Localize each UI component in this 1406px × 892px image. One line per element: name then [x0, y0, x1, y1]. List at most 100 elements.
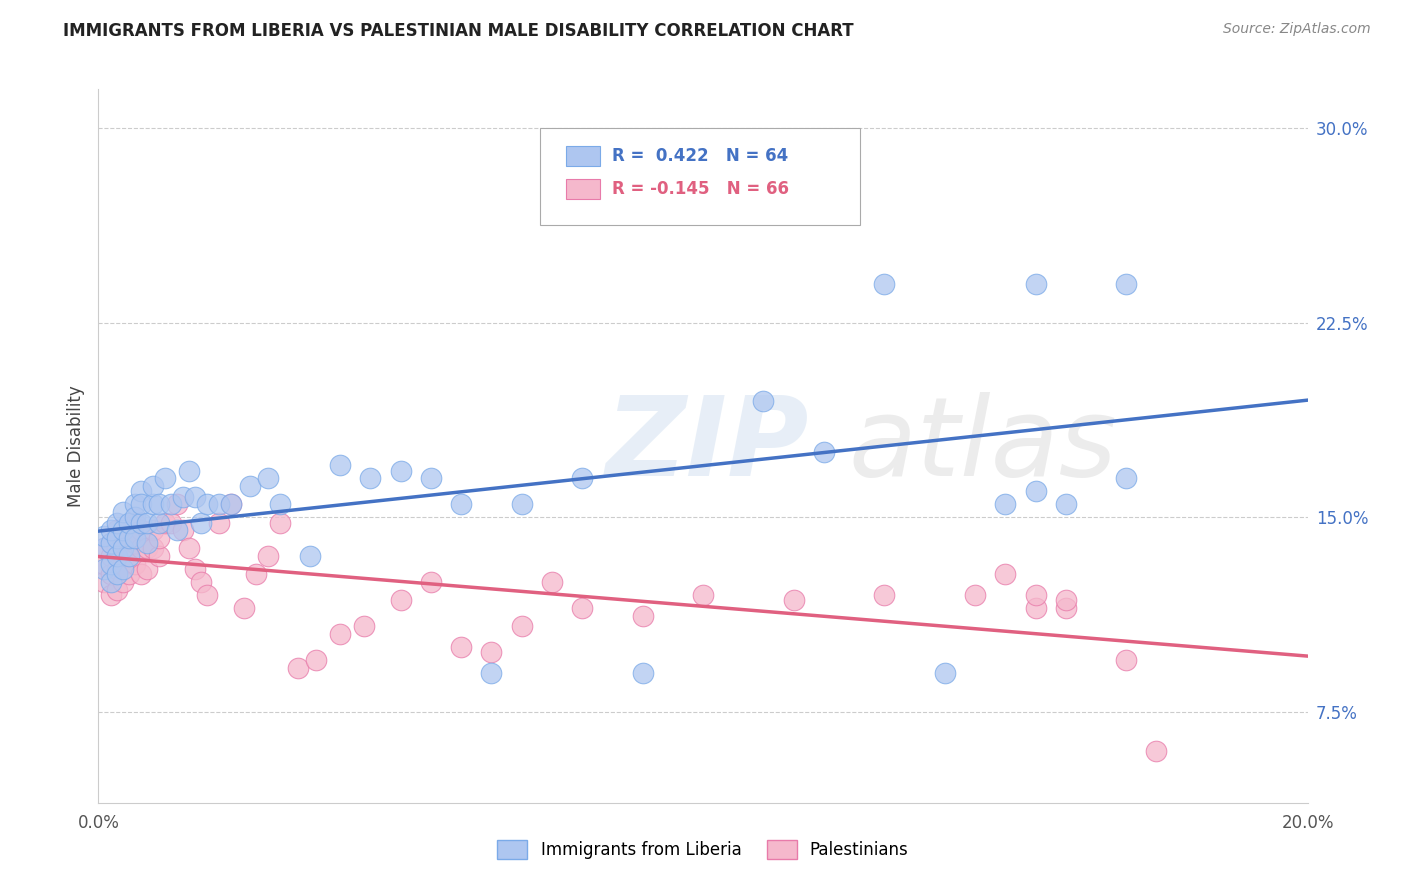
Point: [232, 601, 254, 615]
Legend: Immigrants from Liberia, Palestinians: Immigrants from Liberia, Palestinians: [491, 833, 915, 866]
FancyBboxPatch shape: [540, 128, 860, 225]
Text: atlas: atlas: [848, 392, 1116, 500]
Point: [124, 516, 146, 530]
Point: [631, 609, 654, 624]
Point: [510, 497, 533, 511]
Point: [389, 464, 412, 478]
Point: [1054, 497, 1077, 511]
Point: [450, 497, 472, 511]
Point: [105, 541, 128, 556]
Point: [124, 557, 146, 571]
Point: [124, 510, 146, 524]
Text: R =  0.422   N = 64: R = 0.422 N = 64: [613, 146, 789, 164]
Point: [124, 497, 146, 511]
Point: [1144, 744, 1167, 758]
Point: [142, 541, 165, 556]
Point: [994, 567, 1017, 582]
Point: [1024, 277, 1046, 291]
Point: [1054, 593, 1077, 607]
Point: [100, 575, 122, 590]
Point: [93, 528, 115, 542]
Point: [111, 562, 134, 576]
Point: [813, 445, 835, 459]
Point: [105, 524, 128, 538]
Point: [269, 497, 291, 511]
Point: [873, 588, 896, 602]
Point: [111, 575, 134, 590]
Point: [160, 497, 183, 511]
Point: [481, 666, 503, 681]
Point: [420, 471, 443, 485]
Point: [360, 471, 382, 485]
Point: [111, 557, 134, 571]
Point: [179, 464, 201, 478]
Point: [179, 541, 201, 556]
Point: [256, 549, 278, 564]
Point: [221, 497, 243, 511]
Point: [692, 588, 714, 602]
Point: [118, 516, 141, 530]
Point: [208, 516, 231, 530]
Point: [142, 524, 165, 538]
Point: [105, 582, 128, 597]
Point: [135, 562, 157, 576]
Point: [142, 497, 165, 511]
Point: [148, 531, 170, 545]
Point: [148, 516, 170, 530]
Point: [1115, 653, 1137, 667]
Point: [166, 524, 188, 538]
Point: [420, 575, 443, 590]
Point: [221, 497, 243, 511]
Text: Source: ZipAtlas.com: Source: ZipAtlas.com: [1223, 22, 1371, 37]
Point: [135, 536, 157, 550]
Point: [111, 524, 134, 538]
Point: [93, 557, 115, 571]
Point: [148, 549, 170, 564]
Point: [93, 541, 115, 556]
Point: [100, 524, 122, 538]
Point: [195, 588, 218, 602]
Point: [118, 549, 141, 564]
Point: [510, 619, 533, 633]
Point: [118, 567, 141, 582]
Point: [1024, 601, 1046, 615]
Point: [873, 277, 896, 291]
Point: [129, 541, 152, 556]
Point: [129, 497, 152, 511]
Point: [190, 516, 212, 530]
Point: [100, 549, 122, 564]
Point: [195, 497, 218, 511]
Point: [1054, 601, 1077, 615]
Point: [1115, 471, 1137, 485]
Point: [353, 619, 375, 633]
Point: [184, 490, 207, 504]
Point: [1024, 484, 1046, 499]
Point: [994, 497, 1017, 511]
Point: [135, 541, 157, 556]
Point: [752, 393, 775, 408]
Point: [100, 536, 122, 550]
Bar: [567, 179, 600, 199]
Point: [118, 549, 141, 564]
Point: [93, 541, 115, 556]
Point: [129, 516, 152, 530]
Point: [129, 567, 152, 582]
Point: [329, 627, 352, 641]
Point: [269, 516, 291, 530]
Point: [93, 575, 115, 590]
Point: [135, 516, 157, 530]
Point: [100, 536, 122, 550]
Point: [540, 575, 562, 590]
Point: [148, 497, 170, 511]
Point: [450, 640, 472, 654]
Point: [93, 562, 115, 576]
Point: [389, 593, 412, 607]
Point: [1115, 277, 1137, 291]
Point: [118, 531, 141, 545]
Point: [124, 536, 146, 550]
Point: [153, 471, 176, 485]
Point: [172, 524, 194, 538]
Text: IMMIGRANTS FROM LIBERIA VS PALESTINIAN MALE DISABILITY CORRELATION CHART: IMMIGRANTS FROM LIBERIA VS PALESTINIAN M…: [63, 22, 853, 40]
Point: [129, 524, 152, 538]
Text: R = -0.145   N = 66: R = -0.145 N = 66: [613, 180, 789, 198]
